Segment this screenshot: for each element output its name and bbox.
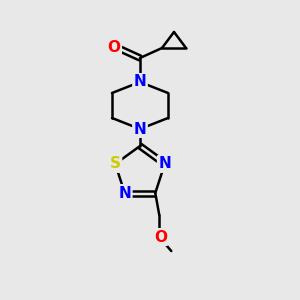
Text: N: N	[134, 74, 146, 89]
Text: O: O	[107, 40, 121, 55]
Text: N: N	[118, 185, 131, 200]
Text: N: N	[134, 122, 146, 136]
Text: O: O	[154, 230, 167, 244]
Text: S: S	[110, 157, 121, 172]
Text: N: N	[158, 157, 171, 172]
